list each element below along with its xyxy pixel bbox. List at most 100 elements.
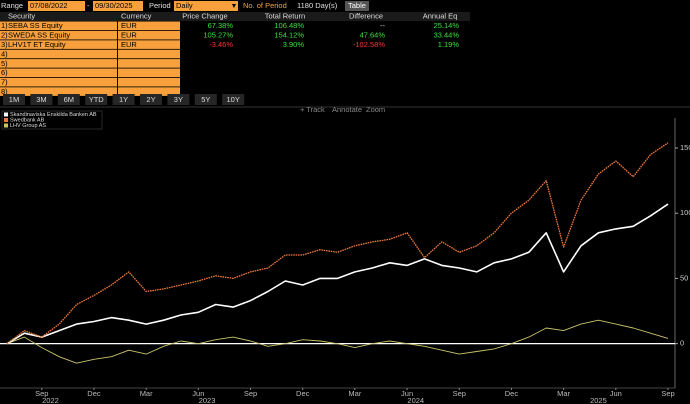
security-cell[interactable]	[0, 59, 117, 68]
x-year-label: 2022	[42, 396, 59, 404]
period-value[interactable]: Daily	[176, 1, 193, 10]
range-button[interactable]	[30, 94, 53, 105]
range-button-label[interactable]: YTD	[89, 95, 105, 104]
end-date[interactable]: 09/30/2025	[95, 1, 133, 10]
security-cell[interactable]	[0, 21, 117, 31]
series-line	[6, 142, 669, 345]
security-cell[interactable]	[0, 68, 117, 78]
row-number: 1)	[1, 21, 8, 30]
legend-box	[1, 110, 103, 130]
date-separator: -	[87, 1, 90, 10]
table-header-bg	[0, 12, 470, 21]
table-header: Annual Eq	[423, 11, 458, 20]
legend-swatch	[4, 112, 8, 117]
chart-tool[interactable]: Zoom	[366, 105, 385, 114]
x-tick-label: Sep	[244, 389, 257, 398]
table-header: Total Return	[265, 11, 305, 20]
table-cell: 67.38%	[208, 21, 234, 30]
table-header: Price Change	[182, 11, 227, 20]
currency-cell[interactable]	[118, 59, 180, 68]
legend-label: Skandinaviska Enskilda Banken AB	[10, 112, 97, 118]
range-button[interactable]	[3, 94, 25, 105]
x-tick-label: Dec	[296, 389, 310, 398]
range-button-label[interactable]: 2Y	[146, 95, 155, 104]
dropdown-arrow	[232, 4, 236, 8]
security-cell[interactable]	[0, 77, 117, 87]
security-cell[interactable]	[0, 30, 117, 40]
table-cell: SWEDA SS Equity	[8, 31, 70, 40]
table-cell: 106.48%	[274, 21, 304, 30]
num-periods-label: No. of Period	[243, 1, 287, 10]
start-date[interactable]: 07/08/2022	[30, 1, 68, 10]
range-button-label[interactable]: 3M	[36, 95, 46, 104]
y-tick-label: 150	[680, 143, 690, 152]
x-tick-label: Jun	[610, 389, 622, 398]
range-button[interactable]	[140, 94, 162, 105]
currency-cell[interactable]	[118, 21, 180, 31]
range-button-label[interactable]: 3Y	[174, 95, 183, 104]
table-cell: 154.12%	[274, 31, 304, 40]
series-line	[6, 319, 669, 364]
range-button[interactable]	[57, 94, 80, 105]
x-tick-label: Mar	[348, 389, 361, 398]
x-tick-label: Sep	[453, 389, 466, 398]
security-cell[interactable]	[0, 40, 117, 49]
table-cell: EUR	[121, 40, 137, 49]
table-button-label[interactable]: Table	[348, 1, 366, 10]
table-cell: EUR	[121, 31, 137, 40]
legend-swatch	[4, 123, 8, 128]
range-button[interactable]	[167, 94, 190, 105]
security-cell[interactable]	[0, 87, 117, 96]
currency-cell[interactable]	[118, 87, 180, 96]
range-button-label[interactable]: 5Y	[201, 95, 210, 104]
end-date-input[interactable]	[93, 1, 143, 11]
series-line	[6, 203, 669, 345]
table-cell: 47.64%	[360, 31, 386, 40]
currency-cell[interactable]	[118, 49, 180, 59]
row-number: 5)	[1, 59, 8, 68]
x-tick-label: Mar	[557, 389, 570, 398]
table-header: Difference	[349, 11, 383, 20]
x-tick-label: Jun	[401, 389, 413, 398]
currency-cell[interactable]	[118, 77, 180, 87]
period-label: Period	[149, 1, 171, 10]
x-tick-label: Dec	[87, 389, 101, 398]
chart-tool[interactable]: Annotate	[332, 105, 362, 114]
currency-cell[interactable]	[118, 30, 180, 40]
row-number: 6)	[1, 68, 8, 77]
table-cell: 105.27%	[203, 31, 233, 40]
table-cell: 25.14%	[434, 21, 460, 30]
table-cell: LHV1T ET Equity	[8, 40, 66, 49]
x-year-label: 2024	[407, 396, 424, 404]
num-periods: 1180 Day(s)	[297, 1, 338, 10]
range-button[interactable]	[222, 94, 245, 105]
chart-tool[interactable]: + Track	[300, 105, 325, 114]
range-button[interactable]	[112, 94, 135, 105]
period-dropdown[interactable]	[174, 1, 238, 11]
table-cell: EUR	[121, 21, 137, 30]
row-number: 4)	[1, 49, 8, 58]
table-header: Currency	[121, 11, 152, 20]
start-date-input[interactable]	[28, 1, 85, 11]
range-button-label[interactable]: 1M	[9, 95, 19, 104]
x-tick-label: Jun	[192, 389, 204, 398]
range-button-label[interactable]: 10Y	[227, 95, 240, 104]
table-cell: 3.90%	[283, 40, 305, 49]
table-button[interactable]	[345, 1, 369, 11]
range-button[interactable]	[194, 94, 217, 105]
range-button[interactable]	[85, 94, 108, 105]
legend-swatch	[4, 118, 8, 122]
x-tick-label: Sep	[661, 389, 674, 398]
currency-cell[interactable]	[118, 68, 180, 78]
range-button-label[interactable]: 6M	[64, 95, 74, 104]
currency-cell[interactable]	[118, 40, 180, 49]
table-cell: -102.58%	[353, 40, 385, 49]
table-header: Security	[8, 11, 35, 20]
y-tick-label: 0	[680, 339, 684, 348]
table-cell: 33.44%	[434, 31, 460, 40]
range-button-label[interactable]: 1Y	[119, 95, 128, 104]
security-cell[interactable]	[0, 49, 117, 59]
table-cell: --	[380, 21, 385, 30]
table-cell: -3.46%	[209, 40, 233, 49]
